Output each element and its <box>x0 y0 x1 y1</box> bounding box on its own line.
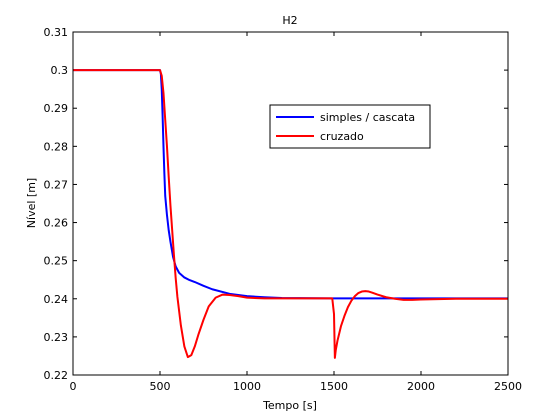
y-tick-label: 0.28 <box>44 140 69 153</box>
y-tick-label: 0.31 <box>44 26 69 39</box>
x-tick-label: 2500 <box>494 380 522 393</box>
y-tick-label: 0.23 <box>44 331 69 344</box>
x-tick-label: 0 <box>70 380 77 393</box>
axis-ticks: 0 500 1000 1500 2000 2500 0.22 0.23 0.24 0.25 0.26… <box>44 26 523 393</box>
plot-frame <box>72 31 509 376</box>
x-tick-label: 1500 <box>320 380 348 393</box>
y-tick-label: 0.25 <box>44 255 69 268</box>
y-axis-label: Nível [m] <box>25 178 38 228</box>
x-tick-label: 500 <box>150 380 171 393</box>
legend-label-cruzado: cruzado <box>320 130 364 143</box>
legend-box <box>269 104 431 149</box>
y-tick-label: 0.22 <box>44 369 69 382</box>
legend-label-simples-cascata: simples / cascata <box>320 111 415 124</box>
y-tick-label: 0.24 <box>44 293 69 306</box>
y-tick-label: 0.27 <box>44 178 69 191</box>
x-axis-label: Tempo [s] <box>262 399 317 412</box>
series-line-1 <box>73 69 508 359</box>
y-tick-label: 0.3 <box>51 64 69 77</box>
chart-title: H2 <box>282 14 297 27</box>
plot-area <box>73 32 508 375</box>
x-tick-label: 2000 <box>407 380 435 393</box>
x-tick-label: 1000 <box>233 380 261 393</box>
legend: simples / cascata cruzado <box>269 104 431 149</box>
series-lines <box>73 69 508 359</box>
y-tick-label: 0.26 <box>44 217 69 230</box>
y-tick-label: 0.29 <box>44 102 69 115</box>
